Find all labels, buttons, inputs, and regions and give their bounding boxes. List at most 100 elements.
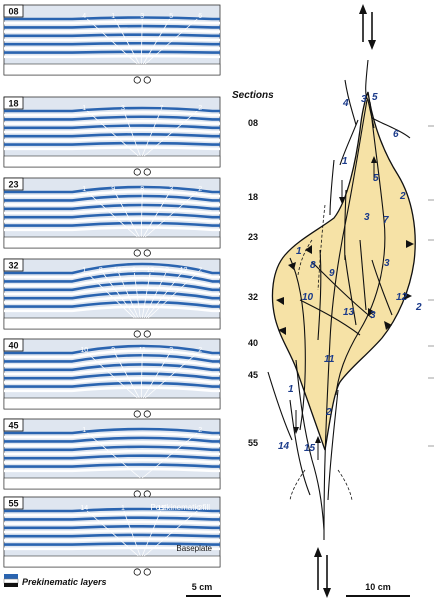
baseplate-symbol [143, 76, 151, 84]
section-faults [86, 18, 198, 65]
fault-trace [289, 257, 306, 431]
fault-trace [289, 399, 311, 496]
baseplate-symbol [133, 249, 141, 257]
fault-trace [344, 189, 347, 261]
section-fault-label: 6 [198, 13, 202, 20]
section-faults [86, 191, 198, 238]
section-fault-label: 9 [111, 347, 115, 354]
section-fault-label: 2 [198, 347, 202, 354]
thrust-barb [404, 292, 412, 300]
section-fault-label: 14 [80, 505, 88, 512]
section-fault-label: 12 [180, 267, 188, 274]
map-fault-label: 5 [373, 173, 379, 184]
section-fault-label: 1 [111, 13, 115, 20]
section-fault-label: 3 [169, 347, 173, 354]
section-label: 18 [248, 192, 258, 202]
fault-trace [317, 249, 322, 341]
map-fault-label: 4 [342, 98, 349, 109]
section-label: 32 [248, 292, 258, 302]
map-fault-label: 10 [302, 292, 314, 303]
map-fault-label: 1 [342, 156, 348, 167]
section-fault-label: 10 [80, 347, 88, 354]
section-fault-label: 1 [82, 427, 86, 434]
section-fault-label: 10 [113, 267, 121, 274]
map-fault-label: 11 [324, 354, 335, 365]
section-fault-label: 4 [82, 13, 86, 20]
map-fault-label: 1 [296, 246, 302, 257]
section-fault-label: 3 [121, 105, 125, 112]
right-ticks [428, 125, 434, 447]
legend-label: Prekinematic layers [22, 577, 107, 587]
section-panel-id: 45 [8, 421, 18, 431]
section-fault-label: 13 [147, 267, 155, 274]
baseplate-symbol [133, 410, 141, 418]
fault-trace [359, 239, 367, 311]
section-panel-32: 1 8 10 9 13 3 12 2 32 [3, 258, 221, 338]
map-fault-label: 13 [343, 307, 355, 318]
fault-trace [344, 79, 357, 126]
map-fault-label: 7 [383, 215, 389, 226]
slip-arrows-top [359, 4, 376, 50]
section-fault-label: 5 [169, 13, 173, 20]
fault-zone-fill [271, 91, 416, 451]
fault-trace [371, 259, 393, 316]
map-fault-label: 9 [329, 268, 335, 279]
section-panel-id: 18 [8, 99, 18, 109]
section-fault-label: 3 [165, 267, 169, 274]
section-fault-label: 2 [198, 505, 202, 512]
thrust-barb [288, 262, 296, 270]
baseplate-symbol [143, 168, 151, 176]
left-scale-bar: 5 cm [186, 582, 221, 597]
section-fault-label: 3 [169, 186, 173, 193]
baseplate-symbol [133, 330, 141, 338]
fault-trace [344, 254, 357, 326]
thrust-barbs [276, 240, 414, 335]
baseplate-label: Baseplate [176, 544, 212, 553]
legend-swatch-white [3, 578, 19, 584]
baseplate-symbol [133, 490, 141, 498]
section-panel-45: 1 2 45 [3, 418, 221, 498]
thrust-barb [278, 327, 286, 335]
fault-trace [327, 389, 339, 501]
section-label: 45 [248, 370, 258, 380]
map-scale-bar: 10 cm [346, 582, 410, 597]
left-scale-label: 5 cm [192, 582, 213, 592]
baseplate-symbol [143, 490, 151, 498]
fault-trace [329, 159, 335, 216]
section-label: 08 [248, 118, 258, 128]
map-fault-label: 2 [325, 407, 332, 418]
section-panel-23: 1 9 8 3 2 23 [3, 177, 221, 257]
baseplate-symbol [143, 330, 151, 338]
map-fault-label: 15 [304, 443, 316, 454]
section-fault-label: 9 [132, 267, 136, 274]
section-panel-id: 23 [8, 180, 18, 190]
fault-slip-arrows [293, 156, 377, 460]
section-fault-label: 2 [198, 186, 202, 193]
fault-trace [335, 101, 386, 396]
map-fault-label: 2 [415, 302, 422, 313]
map-fault-label: 3 [364, 212, 370, 223]
fault-trace [295, 359, 325, 531]
baseplate-symbol [143, 249, 151, 257]
map-fault-label: 5 [372, 92, 378, 103]
thrust-barb [406, 240, 414, 248]
map-fault-label: 3 [370, 310, 376, 321]
map-fault-label: 12 [396, 292, 408, 303]
map-fault-label: 6 [393, 129, 399, 140]
section-fault-label: 2 [198, 105, 202, 112]
map-fault-label: 8 [310, 260, 316, 271]
fault-trace [371, 117, 411, 139]
section-panel-40: 10 9 11 3 2 40 [3, 338, 221, 418]
map-fault-label: 1 [288, 384, 294, 395]
map-fault-label: 3 [384, 258, 390, 269]
section-fault-label: 2 [198, 267, 202, 274]
section-label: 55 [248, 438, 258, 448]
section-labels: 08 18 23 32 40 45 55 [248, 118, 258, 448]
thrust-barb [276, 297, 284, 305]
section-fault-label: 15 [158, 505, 166, 512]
section-fault-label: 1 [82, 186, 86, 193]
